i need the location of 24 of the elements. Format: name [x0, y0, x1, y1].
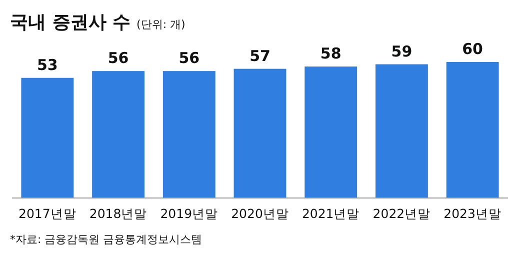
- bar: [375, 64, 428, 198]
- data-label: 56: [108, 49, 129, 68]
- bar: [21, 78, 74, 198]
- x-tick-label: 2023년말: [444, 206, 502, 221]
- data-label: 59: [391, 42, 412, 60]
- data-label: 56: [178, 49, 200, 68]
- chart-subtitle: (단위: 개): [136, 18, 186, 31]
- data-label: 53: [36, 56, 58, 74]
- bar: [234, 68, 286, 198]
- x-tick-label: 2018년말: [89, 206, 148, 221]
- bar: [92, 71, 145, 198]
- x-tick-label: 2021년말: [302, 206, 360, 221]
- x-tick-label: 2017년말: [18, 206, 76, 221]
- text: *자료: 금융감독원 금융통계정보시스템: [10, 233, 202, 246]
- x-tick-label: 2019년말: [160, 206, 218, 221]
- bar: [446, 62, 499, 198]
- chart-title: 국내 증권사 수: [10, 12, 131, 33]
- data-label: 60: [462, 40, 484, 58]
- x-tick-label: 2022년말: [372, 206, 431, 221]
- data-label: 57: [250, 46, 270, 65]
- bar: [304, 66, 358, 198]
- data-label: 58: [320, 44, 342, 63]
- bar: [162, 71, 216, 198]
- x-tick-label: 2020년말: [231, 206, 289, 221]
